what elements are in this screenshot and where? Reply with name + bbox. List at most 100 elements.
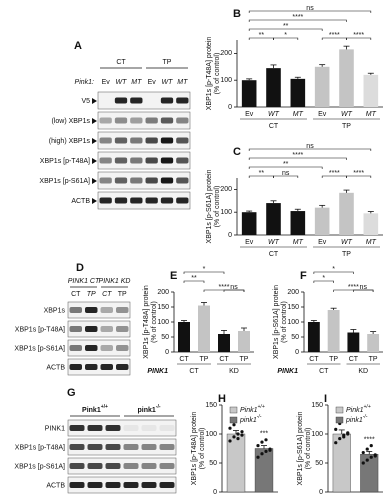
- y-tick-label: 50: [291, 334, 299, 341]
- blot-band: [145, 177, 158, 184]
- blot-band: [105, 425, 121, 431]
- significance-bracket: [248, 10, 372, 13]
- y-tick-label: 0: [295, 349, 299, 356]
- blot-strip: [97, 191, 191, 210]
- y-tick-label: 100: [287, 319, 299, 326]
- significance-bracket: [248, 148, 372, 151]
- significance: ns: [360, 284, 368, 291]
- blot-band: [123, 425, 139, 431]
- blot-band: [176, 197, 189, 204]
- blot-band: [69, 425, 85, 431]
- significance-bracket: [183, 271, 225, 274]
- group-label: PINK1 CT: [68, 278, 100, 285]
- bar: [178, 322, 190, 352]
- data-point: [369, 444, 373, 448]
- y-tick-label: 100: [205, 431, 217, 438]
- bar: [218, 334, 230, 352]
- blot-band: [85, 364, 98, 370]
- significance: **: [283, 23, 289, 30]
- data-point: [361, 461, 365, 465]
- blot-band: [100, 364, 113, 370]
- group-label: CT: [319, 368, 329, 375]
- y-tick-label: 100: [220, 209, 232, 216]
- y-tick-label: 200: [287, 289, 299, 296]
- y-tick-label: 200: [220, 186, 232, 193]
- bar: [290, 78, 306, 107]
- blot-band: [130, 157, 143, 164]
- x-tick-label: MT: [293, 111, 304, 118]
- blot-band: [160, 117, 174, 124]
- legend-swatch: [229, 406, 238, 414]
- row-label: XBP1s [p-S61A]: [14, 345, 65, 352]
- row-label: XBP1s [p-S61A]: [39, 178, 90, 185]
- y-tick-label: 50: [315, 460, 323, 467]
- data-point: [228, 439, 232, 443]
- data-point: [373, 454, 377, 458]
- group-title: PINK1: [147, 368, 168, 375]
- data-point: [236, 437, 240, 441]
- blot-band: [100, 345, 113, 351]
- y-tick-label: 150: [205, 402, 217, 409]
- x-tick-label: Ev: [318, 111, 327, 118]
- data-point: [268, 448, 272, 452]
- legend-label: pink1-/-: [239, 414, 262, 424]
- bar: [314, 207, 330, 235]
- significance: ****: [348, 284, 359, 291]
- y-tick-label: 200: [157, 289, 169, 296]
- bar: [241, 80, 257, 107]
- panel-letter: B: [233, 8, 241, 20]
- significance: *: [332, 266, 335, 273]
- row-arrow: [92, 118, 97, 124]
- blot-band: [99, 137, 112, 144]
- y-axis-label: XBP1s [p-T48A] protein: [206, 37, 213, 111]
- panel-letter: G: [67, 387, 76, 399]
- blot-strip: [97, 151, 191, 170]
- blot-band: [159, 444, 175, 450]
- blot-strip: [97, 91, 191, 110]
- row-label: (low) XBP1s: [51, 118, 90, 125]
- row-arrow: [92, 198, 97, 204]
- group-label: CT: [189, 368, 199, 375]
- significance-bracket: [223, 289, 245, 292]
- blot-band: [160, 177, 174, 184]
- blot-band: [85, 345, 98, 351]
- blot-band: [141, 444, 157, 450]
- x-tick-label: CT: [349, 356, 359, 363]
- row-arrow: [92, 138, 97, 144]
- bar: [347, 332, 360, 352]
- data-point: [342, 435, 346, 439]
- blot-band: [69, 463, 85, 469]
- significance-bracket: [273, 175, 299, 178]
- lane-label: TP: [118, 291, 127, 298]
- lane-label: Ev: [148, 79, 157, 86]
- blot-band: [105, 463, 121, 469]
- x-tick-label: CT: [309, 356, 319, 363]
- significance-bracket: [346, 37, 372, 40]
- significance: ns: [230, 284, 238, 291]
- blot-band: [100, 307, 113, 313]
- legend-label: Pink1+/+: [240, 404, 265, 414]
- row-label: PINK1: [45, 425, 65, 432]
- blot-band: [87, 463, 103, 469]
- y-tick-label: 100: [220, 77, 232, 84]
- data-point: [240, 433, 244, 437]
- significance: ****: [292, 14, 303, 21]
- y-axis-label: (% of control): [214, 186, 221, 228]
- significance: *: [203, 266, 206, 273]
- blot-band: [116, 307, 129, 313]
- y-tick-label: 0: [213, 489, 217, 496]
- blot-strip: [67, 419, 177, 437]
- significance-bracket: [353, 289, 374, 292]
- y-tick-label: 100: [157, 319, 169, 326]
- blot-band: [99, 197, 112, 204]
- data-point: [361, 450, 365, 455]
- significance: ****: [219, 284, 230, 291]
- significance-bracket: [248, 28, 323, 31]
- blot-band: [141, 482, 157, 488]
- blot-band: [145, 137, 158, 144]
- group-label: KD: [229, 368, 239, 375]
- significance-bracket: [183, 280, 205, 283]
- blot-strip: [97, 111, 191, 130]
- blot-strip: [67, 476, 177, 494]
- bar: [363, 213, 379, 235]
